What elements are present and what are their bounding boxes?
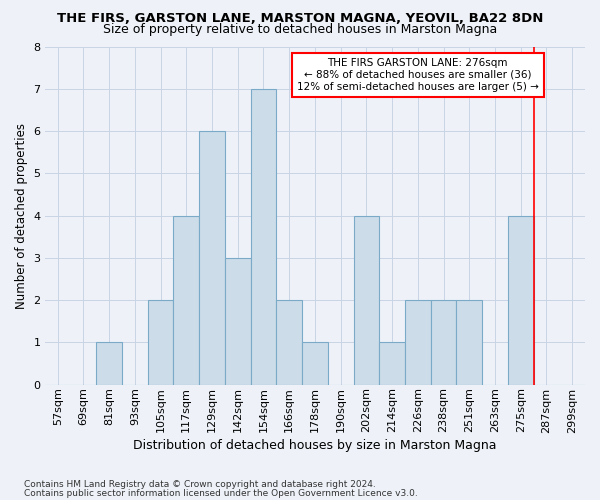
Bar bbox=[431, 300, 457, 384]
Text: Contains HM Land Registry data © Crown copyright and database right 2024.: Contains HM Land Registry data © Crown c… bbox=[24, 480, 376, 489]
Bar bbox=[353, 216, 379, 384]
Bar bbox=[277, 300, 302, 384]
Text: THE FIRS, GARSTON LANE, MARSTON MAGNA, YEOVIL, BA22 8DN: THE FIRS, GARSTON LANE, MARSTON MAGNA, Y… bbox=[57, 12, 543, 25]
Bar bbox=[302, 342, 328, 384]
Bar bbox=[457, 300, 482, 384]
Bar bbox=[508, 216, 533, 384]
Bar bbox=[405, 300, 431, 384]
Text: THE FIRS GARSTON LANE: 276sqm
← 88% of detached houses are smaller (36)
12% of s: THE FIRS GARSTON LANE: 276sqm ← 88% of d… bbox=[297, 58, 539, 92]
Bar bbox=[199, 131, 225, 384]
Bar bbox=[173, 216, 199, 384]
Bar bbox=[379, 342, 405, 384]
Bar bbox=[225, 258, 251, 384]
Bar bbox=[96, 342, 122, 384]
Text: Size of property relative to detached houses in Marston Magna: Size of property relative to detached ho… bbox=[103, 24, 497, 36]
Bar bbox=[251, 89, 277, 384]
Text: Contains public sector information licensed under the Open Government Licence v3: Contains public sector information licen… bbox=[24, 488, 418, 498]
Y-axis label: Number of detached properties: Number of detached properties bbox=[15, 122, 28, 308]
Bar bbox=[148, 300, 173, 384]
X-axis label: Distribution of detached houses by size in Marston Magna: Distribution of detached houses by size … bbox=[133, 440, 497, 452]
